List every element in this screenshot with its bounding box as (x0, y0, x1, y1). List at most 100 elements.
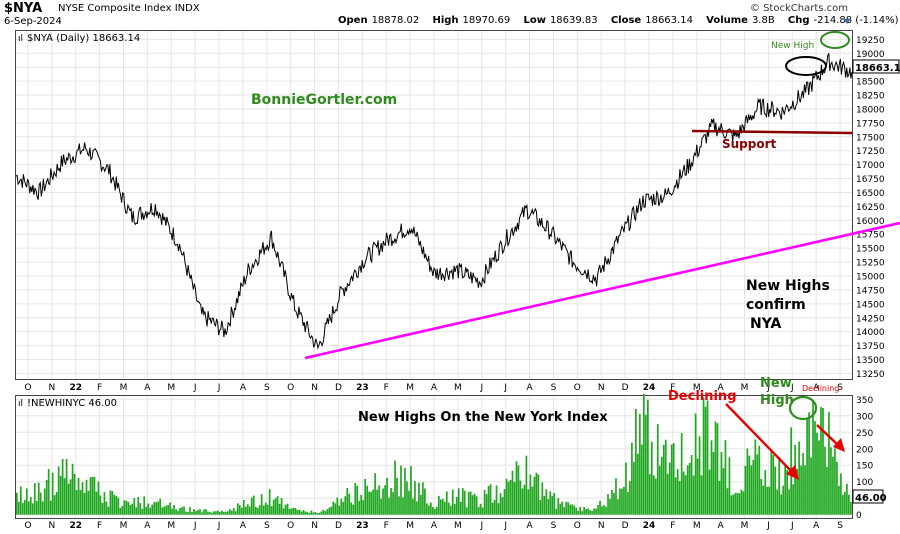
new-highs-bar (526, 456, 528, 515)
price-x-tick: O (24, 383, 31, 393)
new-highs-bar (727, 488, 729, 515)
new-highs-bar (84, 493, 86, 515)
new-highs-bar (828, 412, 830, 515)
new-highs-bar (161, 508, 163, 515)
new-highs-bar (530, 475, 532, 515)
new-highs-bar (691, 455, 693, 515)
new-highs-bar (271, 506, 273, 515)
price-x-tick: D (335, 383, 342, 393)
volume-x-tick: A (431, 521, 438, 531)
new-highs-bar (557, 498, 559, 515)
new-highs-bar (553, 493, 555, 515)
new-highs-bar (547, 499, 549, 515)
new-highs-bar (711, 440, 713, 514)
new-highs-bar (758, 446, 760, 515)
new-highs-bar (631, 443, 633, 515)
volume-x-tick: N (598, 521, 605, 531)
new-highs-bar (585, 509, 587, 515)
new-highs-bar (679, 481, 681, 515)
new-highs-bar (424, 489, 426, 515)
new-highs-bar (810, 457, 812, 514)
new-highs-bar (617, 499, 619, 515)
new-highs-bar (239, 505, 241, 515)
price-y-tick: 17500 (856, 133, 885, 143)
volume-x-tick: A (813, 521, 820, 531)
new-highs-bar (577, 511, 579, 515)
price-last-value: 18663.14 (855, 63, 900, 74)
price-x-tick: M (167, 383, 175, 393)
new-highs-bar (149, 508, 151, 515)
volume-y-tick: 150 (856, 462, 873, 472)
new-highs-bar (643, 394, 645, 515)
volume-x-tick: M (167, 521, 175, 531)
new-highs-bar (221, 511, 223, 515)
price-x-tick: 23 (356, 383, 369, 393)
new-highs-bar (476, 496, 478, 514)
new-highs-bar (213, 511, 215, 514)
price-x-tick: N (48, 383, 55, 393)
new-highs-bar (159, 499, 161, 515)
new-highs-bar (697, 459, 699, 515)
new-highs-bar (719, 481, 721, 515)
price-y-tick: 16250 (856, 203, 885, 213)
new-highs-bar (299, 510, 301, 515)
new-highs-bar (462, 488, 464, 515)
new-highs-bar (422, 482, 424, 515)
new-highs-bar (609, 499, 611, 515)
new-highs-bar (516, 461, 518, 514)
new-highs-bar (551, 496, 553, 515)
new-highs-bar (518, 465, 520, 514)
new-highs-bar (175, 509, 177, 514)
new-highs-bar (635, 409, 637, 515)
new-highs-bar (127, 502, 129, 515)
new-highs-bar (816, 433, 818, 515)
new-highs-bar (315, 512, 317, 515)
new-highs-bar (428, 506, 430, 515)
new-highs-bar (356, 486, 358, 515)
volume-x-tick: A (240, 521, 247, 531)
new-highs-bar (56, 492, 58, 515)
new-highs-bar (241, 508, 243, 515)
new-highs-bar (265, 503, 267, 515)
new-highs-bar (307, 512, 309, 515)
new-highs-bar (313, 513, 315, 515)
new-highs-bar (812, 401, 814, 515)
new-highs-bar (157, 501, 159, 514)
new-highs-bar (60, 476, 62, 515)
annotation-declining-2: Declining (802, 384, 839, 393)
new-highs-bar (412, 499, 414, 515)
volume-x-tick: N (48, 521, 55, 531)
new-highs-bar (645, 415, 647, 515)
new-highs-bar (705, 407, 707, 515)
new-highs-bar (72, 464, 74, 515)
new-highs-bar (123, 500, 125, 514)
volume-x-tick: J (766, 521, 770, 531)
new-highs-bar (370, 492, 372, 515)
price-y-tick: 18000 (856, 105, 885, 115)
new-highs-bar (569, 505, 571, 515)
new-highs-bar (408, 491, 410, 515)
new-highs-bar (336, 498, 338, 515)
new-highs-bar (281, 498, 283, 515)
new-highs-bar (709, 470, 711, 515)
new-highs-bar (352, 505, 354, 515)
new-highs-bar (44, 489, 46, 515)
price-x-tick: J (193, 383, 197, 393)
new-highs-bar (677, 469, 679, 515)
new-highs-bar (707, 400, 709, 514)
new-highs-bar (253, 496, 255, 515)
new-highs-bar (325, 511, 327, 515)
new-highs-bar (321, 512, 323, 515)
new-highs-bar (838, 486, 840, 515)
new-highs-bar (139, 503, 141, 515)
new-highs-bar (303, 510, 305, 515)
new-highs-bar (346, 488, 348, 515)
volume-x-tick: J (193, 521, 197, 531)
new-highs-bar (621, 489, 623, 515)
new-highs-bar (201, 512, 203, 514)
new-highs-bar (752, 460, 754, 515)
new-highs-bar (199, 509, 201, 514)
new-highs-bar (540, 500, 542, 515)
new-highs-bar (217, 511, 219, 515)
volume-x-tick: J (479, 521, 483, 531)
